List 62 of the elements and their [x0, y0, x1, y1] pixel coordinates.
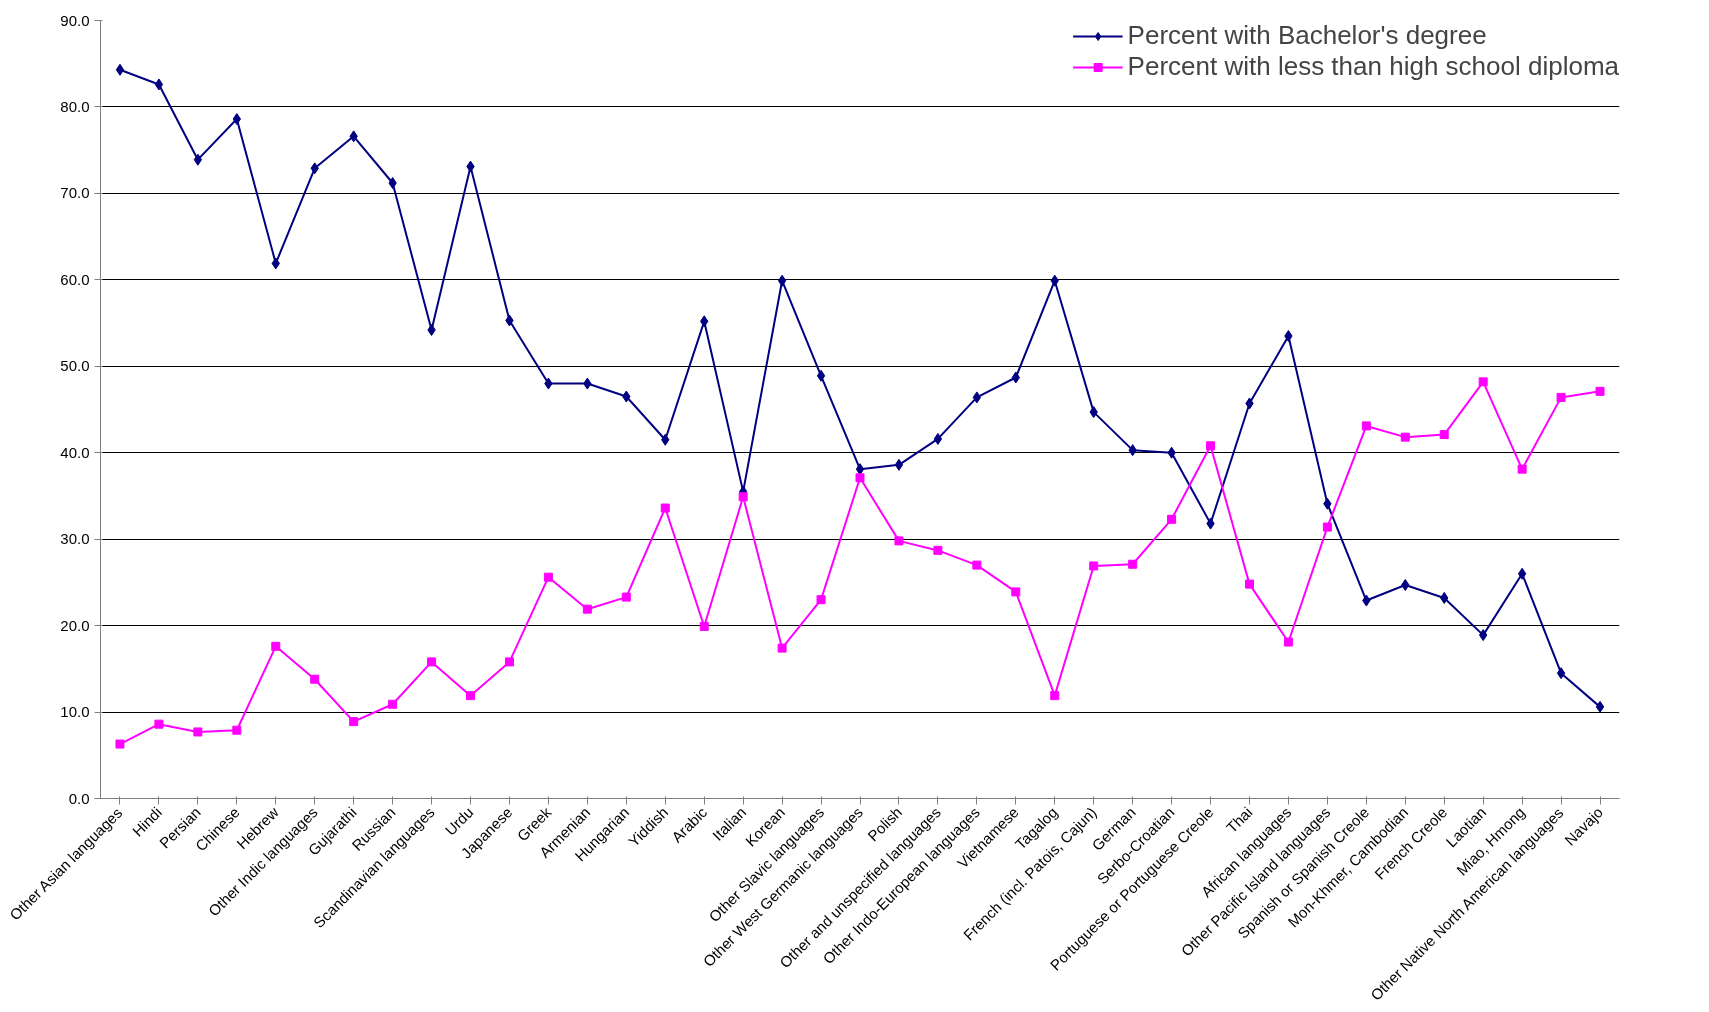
- point: [1283, 637, 1293, 647]
- point: [193, 153, 203, 166]
- point: [388, 699, 398, 709]
- point: [582, 604, 592, 614]
- point: [1517, 567, 1527, 580]
- point: [154, 719, 164, 729]
- point: [777, 274, 787, 287]
- y-tick-label: 60.0: [60, 270, 90, 288]
- y-tick-label: 70.0: [60, 184, 90, 202]
- point: [1439, 430, 1449, 440]
- point: [193, 727, 203, 737]
- point: [816, 369, 826, 382]
- point: [894, 458, 904, 471]
- point: [699, 621, 709, 631]
- point: [1167, 514, 1177, 524]
- point: [660, 503, 670, 513]
- y-tick-label: 40.0: [60, 443, 90, 461]
- point: [349, 717, 359, 727]
- point: [1361, 421, 1371, 431]
- point: [310, 674, 320, 684]
- point: [271, 641, 281, 651]
- point: [1322, 522, 1332, 532]
- point: [972, 391, 982, 404]
- point: [1011, 587, 1021, 597]
- point: [894, 536, 904, 546]
- point: [1050, 691, 1060, 701]
- point: [933, 545, 943, 555]
- legend-label: Percent with Bachelor's degree: [1127, 20, 1487, 51]
- point: [466, 691, 476, 701]
- point: [816, 595, 826, 605]
- point: [504, 657, 514, 667]
- point: [232, 725, 242, 735]
- point: [1128, 559, 1138, 569]
- point: [154, 78, 164, 91]
- point: [1206, 441, 1216, 451]
- y-tick-label: 10.0: [60, 703, 90, 721]
- point: [855, 473, 865, 483]
- point: [738, 492, 748, 502]
- point: [115, 63, 125, 76]
- point: [933, 432, 943, 445]
- point: [1556, 392, 1566, 402]
- point: [1595, 386, 1605, 396]
- point: [777, 643, 787, 653]
- point: [1400, 432, 1410, 442]
- point: [543, 572, 553, 582]
- legend-label: Percent with less than high school diploma: [1127, 51, 1619, 82]
- point: [1595, 700, 1605, 713]
- point: [621, 592, 631, 602]
- point: [1478, 377, 1488, 387]
- point: [1089, 561, 1099, 571]
- point: [972, 560, 982, 570]
- y-tick-label: 0.0: [68, 789, 90, 807]
- y-tick-label: 50.0: [60, 357, 90, 375]
- point: [427, 657, 437, 667]
- y-tick-label: 30.0: [60, 530, 90, 548]
- point: [1517, 464, 1527, 474]
- point: [1556, 667, 1566, 680]
- y-tick-label: 80.0: [60, 97, 90, 115]
- point: [115, 739, 125, 749]
- point: [1244, 579, 1254, 589]
- y-tick-label: 20.0: [60, 616, 90, 634]
- y-tick-label: 90.0: [60, 11, 90, 29]
